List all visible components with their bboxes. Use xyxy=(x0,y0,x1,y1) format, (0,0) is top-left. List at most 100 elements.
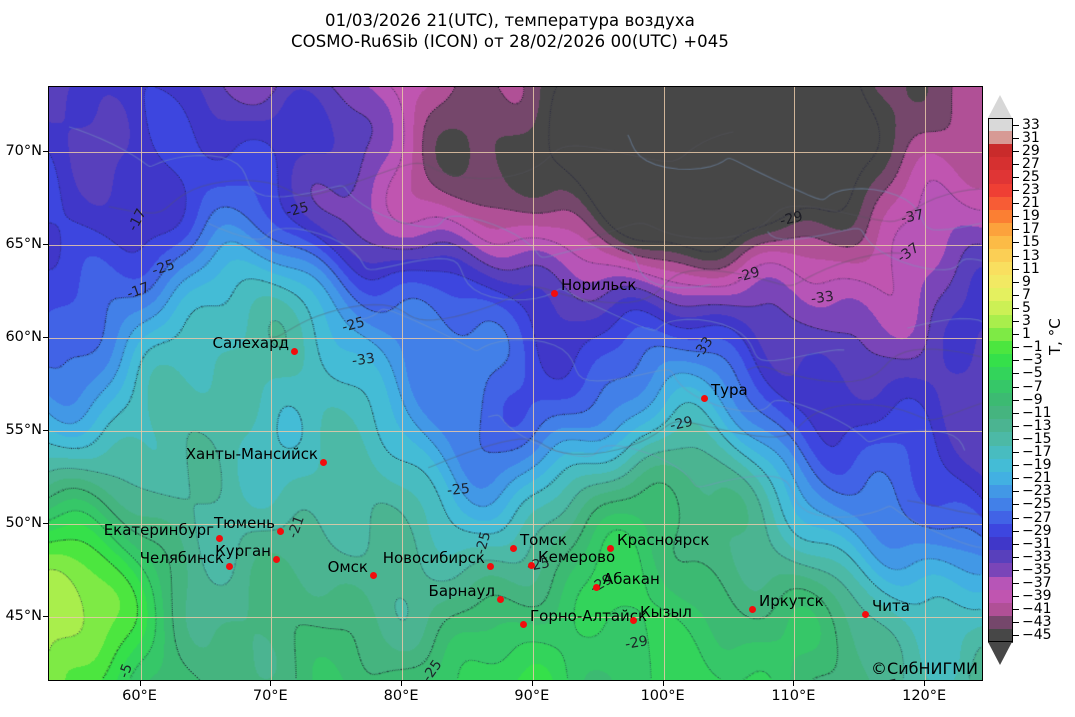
colorbar-tick-label: −13 xyxy=(1022,417,1052,434)
colorbar-tick-label: 13 xyxy=(1022,247,1040,264)
colorbar-segment xyxy=(988,288,1013,302)
colorbar-tick xyxy=(1013,163,1019,165)
colorbar-tick-label: 25 xyxy=(1022,168,1040,185)
colorbar-tick xyxy=(1013,137,1019,139)
x-axis-label: 80°E xyxy=(383,688,419,704)
colorbar-tick-label: −11 xyxy=(1022,404,1052,421)
city-label: Иркутск xyxy=(759,592,824,610)
graticule-meridian xyxy=(532,87,534,680)
colorbar-tick xyxy=(1013,255,1019,257)
city-dot-icon xyxy=(272,555,280,563)
graticule-meridian xyxy=(140,87,142,680)
graticule-parallel xyxy=(49,152,982,154)
city-dot-icon xyxy=(629,616,637,624)
colorbar-tick xyxy=(1013,399,1019,401)
colorbar-segment xyxy=(988,118,1013,132)
colorbar-tick xyxy=(1013,425,1019,427)
city-dot-icon xyxy=(486,562,494,570)
colorbar-tick-label: −25 xyxy=(1022,496,1052,513)
colorbar-tick xyxy=(1013,491,1019,493)
city-dot-icon xyxy=(290,347,298,355)
colorbar-tick-label: −33 xyxy=(1022,548,1052,565)
colorbar-segment xyxy=(988,484,1013,499)
colorbar-tick xyxy=(1013,438,1019,440)
colorbar-segment xyxy=(988,550,1013,564)
colorbar[interactable] xyxy=(988,118,1013,643)
x-axis-label: 90°E xyxy=(514,688,550,704)
x-axis-tick xyxy=(662,681,664,686)
colorbar-segment xyxy=(988,524,1013,538)
colorbar-tick xyxy=(1013,360,1019,362)
colorbar-segment xyxy=(988,314,1013,329)
city-label: Абакан xyxy=(603,570,660,588)
city-label: Омск xyxy=(327,558,368,576)
colorbar-tick-label: −1 xyxy=(1022,339,1043,356)
colorbar-tick-label: −41 xyxy=(1022,601,1052,618)
colorbar-tick xyxy=(1013,321,1019,323)
colorbar-tick xyxy=(1013,517,1019,519)
city-dot-icon xyxy=(592,583,600,591)
city-label: Кызыл xyxy=(640,603,692,621)
colorbar-tick xyxy=(1013,530,1019,532)
city-label: Барнаул xyxy=(428,582,495,600)
colorbar-tick-label: −35 xyxy=(1022,561,1052,578)
colorbar-tick-label: −45 xyxy=(1022,627,1052,644)
x-axis-tick xyxy=(139,681,141,686)
colorbar-tick xyxy=(1013,268,1019,270)
colorbar-segment xyxy=(988,366,1013,381)
graticule-parallel xyxy=(49,430,982,432)
title-line-2: COSMO-Ru6Sib (ICON) от 28/02/2026 00(UTC… xyxy=(291,32,729,51)
map-plot-area[interactable]: -17 -25 -25 -17 -25 -33 -29 -37 -37 -29 -33 -33 -29-… xyxy=(48,86,983,681)
colorbar-tick xyxy=(1013,386,1019,388)
y-axis-label: 65°N xyxy=(5,236,42,253)
colorbar-tick-label: 5 xyxy=(1022,299,1031,316)
colorbar-tick xyxy=(1013,242,1019,244)
colorbar-segment xyxy=(988,275,1013,289)
colorbar-tick xyxy=(1013,543,1019,545)
colorbar-tick xyxy=(1013,307,1019,309)
city-label: Челябинск xyxy=(139,549,224,567)
colorbar-segment xyxy=(988,157,1013,171)
city-dot-icon xyxy=(509,544,517,552)
city-label: Красноярск xyxy=(617,531,710,549)
colorbar-tick-label: 29 xyxy=(1022,142,1040,159)
city-label: Тюмень xyxy=(214,514,275,532)
colorbar-segment xyxy=(988,471,1013,486)
colorbar-tick xyxy=(1013,190,1019,192)
colorbar-tick xyxy=(1013,216,1019,218)
city-dot-icon xyxy=(550,289,558,297)
colorbar-tick-label: −37 xyxy=(1022,575,1052,592)
y-axis-label: 60°N xyxy=(5,329,42,346)
colorbar-tick xyxy=(1013,622,1019,624)
colorbar-segment xyxy=(988,196,1013,211)
colorbar-tick xyxy=(1013,281,1019,283)
x-axis-label: 60°E xyxy=(122,688,157,704)
colorbar-tick xyxy=(1013,150,1019,152)
title-line-1: 01/03/2026 21(UTC), температура воздуха xyxy=(325,11,695,30)
city-label: Томск xyxy=(520,531,567,549)
y-axis-label: 55°N xyxy=(5,421,42,438)
city-label: Кемерово xyxy=(538,548,616,566)
colorbar-tick-label: −15 xyxy=(1022,430,1052,447)
x-axis-tick xyxy=(401,681,403,686)
x-axis-label: 110°E xyxy=(771,688,816,704)
city-label: Екатеринбург xyxy=(103,521,214,539)
city-dot-icon xyxy=(319,458,327,466)
y-axis-label: 50°N xyxy=(5,514,42,531)
graticule-meridian xyxy=(663,87,665,680)
colorbar-segment xyxy=(988,628,1013,643)
colorbar-segment xyxy=(988,445,1013,460)
colorbar-tick xyxy=(1013,229,1019,231)
colorbar-segment xyxy=(988,393,1013,407)
city-dot-icon xyxy=(369,571,377,579)
colorbar-segment xyxy=(988,262,1013,276)
colorbar-tick xyxy=(1013,569,1019,571)
colorbar-segment xyxy=(988,353,1013,368)
x-axis-tick xyxy=(531,681,533,686)
colorbar-tick-label: −3 xyxy=(1022,352,1043,369)
colorbar-tick-label: 3 xyxy=(1022,313,1031,330)
x-axis-label: 70°E xyxy=(252,688,288,704)
colorbar-tick xyxy=(1013,504,1019,506)
graticule-meridian xyxy=(271,87,273,680)
colorbar-tick-label: 1 xyxy=(1022,326,1031,343)
